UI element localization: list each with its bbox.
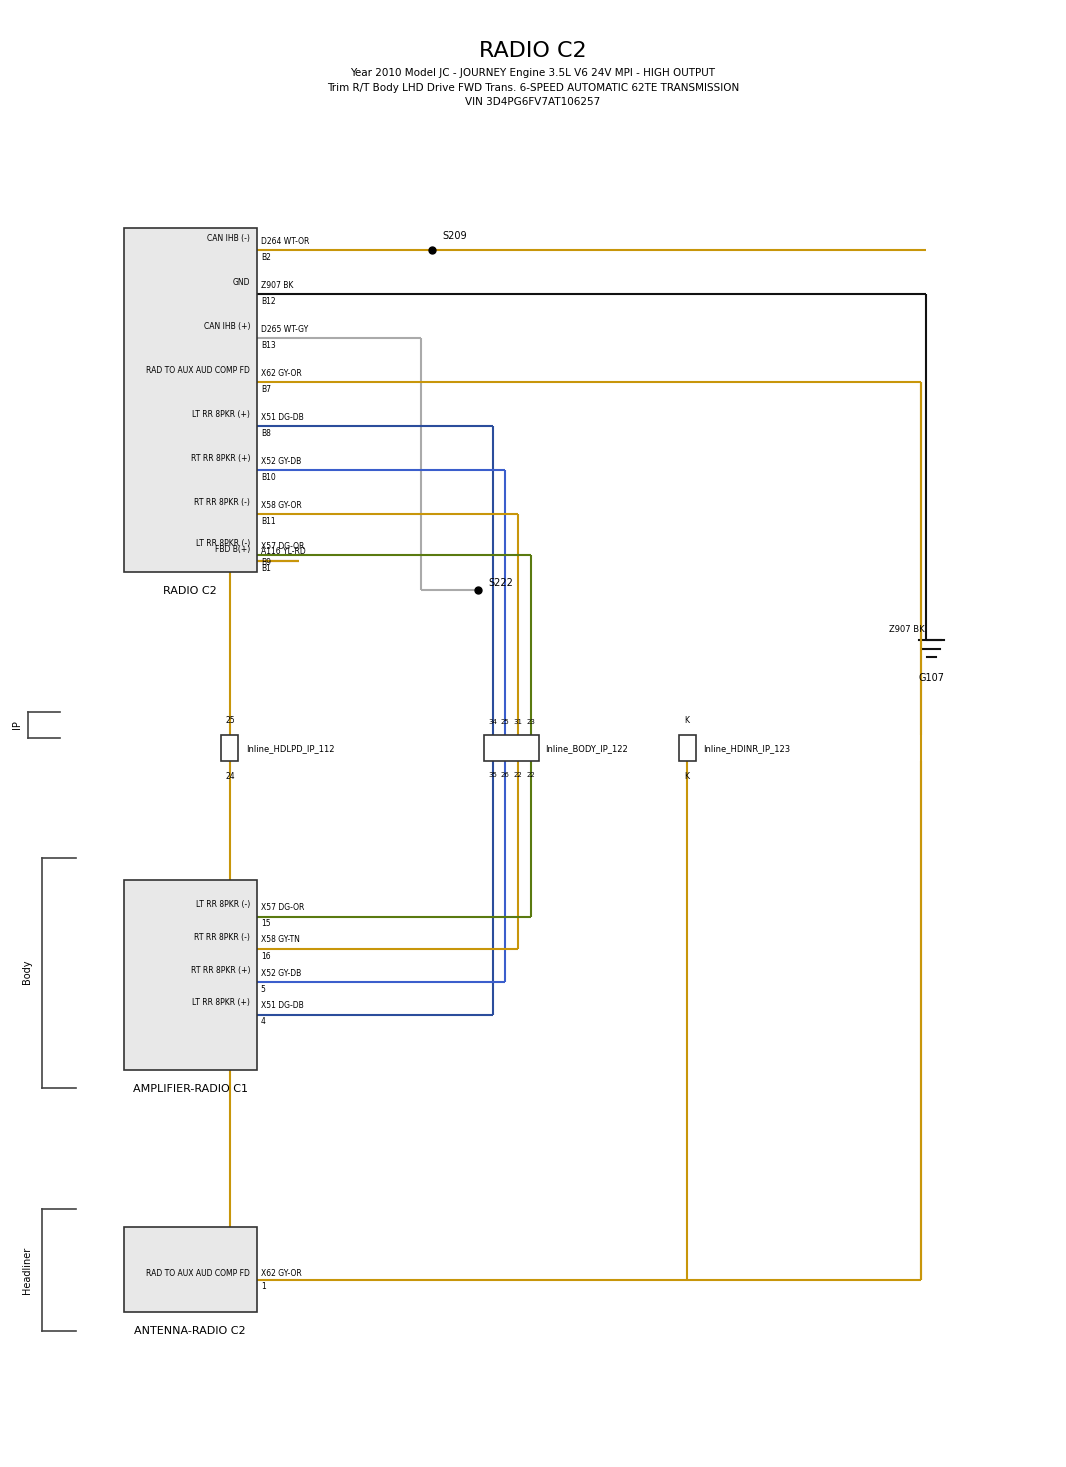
Text: X62 GY-OR: X62 GY-OR	[261, 1269, 302, 1278]
Bar	[124, 880, 257, 1071]
Text: Inline_HDINR_IP_123: Inline_HDINR_IP_123	[704, 744, 790, 753]
Text: 31: 31	[514, 719, 522, 725]
Text: RT RR 8PKR (+): RT RR 8PKR (+)	[191, 453, 251, 462]
Bar	[484, 735, 539, 761]
Text: ANTENNA-RADIO C2: ANTENNA-RADIO C2	[134, 1326, 246, 1336]
Text: FBD B(+): FBD B(+)	[215, 544, 251, 553]
Text: B7: B7	[261, 384, 271, 395]
Text: RT RR 8PKR (-): RT RR 8PKR (-)	[194, 933, 251, 942]
Text: RAD TO AUX AUD COMP FD: RAD TO AUX AUD COMP FD	[146, 365, 251, 376]
Text: AMPLIFIER-RADIO C1: AMPLIFIER-RADIO C1	[132, 1084, 247, 1094]
Text: 15: 15	[261, 920, 271, 929]
Text: S209: S209	[442, 230, 467, 241]
Text: B12: B12	[261, 296, 275, 307]
Text: D264 WT-OR: D264 WT-OR	[261, 238, 309, 246]
Text: 22: 22	[514, 772, 522, 778]
Text: RADIO C2: RADIO C2	[480, 41, 586, 62]
Text: GND: GND	[232, 279, 251, 288]
Text: LT RR 8PKR (+): LT RR 8PKR (+)	[192, 999, 251, 1008]
Text: RADIO C2: RADIO C2	[163, 587, 217, 597]
Text: 34: 34	[488, 719, 497, 725]
Bar	[124, 229, 257, 572]
Text: 35: 35	[488, 772, 497, 778]
Text: 22: 22	[527, 772, 535, 778]
Text: RAD TO AUX AUD COMP FD: RAD TO AUX AUD COMP FD	[146, 1269, 251, 1278]
Text: A116 YL-RD: A116 YL-RD	[261, 547, 306, 556]
Text: K: K	[684, 716, 690, 725]
Text: B10: B10	[261, 472, 276, 481]
Text: 23: 23	[527, 719, 535, 725]
Text: Headliner: Headliner	[22, 1247, 32, 1294]
Text: B1: B1	[261, 563, 271, 572]
Text: LT RR 8PKR (-): LT RR 8PKR (-)	[196, 538, 251, 547]
Text: VIN 3D4PG6FV7AT106257: VIN 3D4PG6FV7AT106257	[466, 97, 600, 107]
Text: G107: G107	[919, 673, 944, 682]
Text: IP: IP	[13, 720, 22, 729]
Text: 1: 1	[261, 1282, 265, 1291]
Text: X58 GY-OR: X58 GY-OR	[261, 500, 302, 509]
Text: B2: B2	[261, 254, 271, 263]
Text: 5: 5	[261, 986, 265, 995]
Text: B11: B11	[261, 516, 275, 525]
Text: Z907 BK: Z907 BK	[889, 625, 925, 634]
Text: 4: 4	[261, 1018, 265, 1027]
Bar	[222, 735, 239, 761]
Text: LT RR 8PKR (-): LT RR 8PKR (-)	[196, 901, 251, 910]
Text: 24: 24	[225, 772, 235, 780]
Text: K: K	[684, 772, 690, 780]
Text: RT RR 8PKR (+): RT RR 8PKR (+)	[191, 967, 251, 976]
Text: B13: B13	[261, 340, 276, 351]
Text: X52 GY-DB: X52 GY-DB	[261, 456, 301, 465]
Text: Body: Body	[22, 959, 32, 984]
Text: CAN IHB (+): CAN IHB (+)	[204, 321, 251, 332]
Text: 26: 26	[501, 772, 510, 778]
Text: 25: 25	[501, 719, 510, 725]
Bar	[124, 1226, 257, 1311]
Text: Trim R/T Body LHD Drive FWD Trans. 6-SPEED AUTOMATIC 62TE TRANSMISSION: Trim R/T Body LHD Drive FWD Trans. 6-SPE…	[327, 82, 739, 92]
Text: X62 GY-OR: X62 GY-OR	[261, 368, 302, 378]
Text: B9: B9	[261, 557, 271, 566]
Text: X51 DG-DB: X51 DG-DB	[261, 1002, 304, 1011]
Text: 16: 16	[261, 952, 271, 961]
Text: D265 WT-GY: D265 WT-GY	[261, 324, 308, 334]
Text: Inline_BODY_IP_122: Inline_BODY_IP_122	[545, 744, 628, 753]
Text: S222: S222	[488, 578, 513, 588]
Text: X57 DG-OR: X57 DG-OR	[261, 541, 304, 550]
Text: 25: 25	[225, 716, 235, 725]
Text: LT RR 8PKR (+): LT RR 8PKR (+)	[192, 409, 251, 418]
Text: X51 DG-DB: X51 DG-DB	[261, 412, 304, 421]
Bar	[679, 735, 696, 761]
Text: B8: B8	[261, 428, 271, 437]
Text: Year 2010 Model JC - JOURNEY Engine 3.5L V6 24V MPI - HIGH OUTPUT: Year 2010 Model JC - JOURNEY Engine 3.5L…	[351, 67, 715, 78]
Text: Z907 BK: Z907 BK	[261, 282, 293, 290]
Text: CAN IHB (-): CAN IHB (-)	[207, 235, 251, 244]
Text: X57 DG-OR: X57 DG-OR	[261, 904, 304, 912]
Text: X52 GY-DB: X52 GY-DB	[261, 970, 301, 978]
Text: RT RR 8PKR (-): RT RR 8PKR (-)	[194, 497, 251, 506]
Text: Inline_HDLPD_IP_112: Inline_HDLPD_IP_112	[246, 744, 335, 753]
Text: X58 GY-TN: X58 GY-TN	[261, 936, 300, 945]
